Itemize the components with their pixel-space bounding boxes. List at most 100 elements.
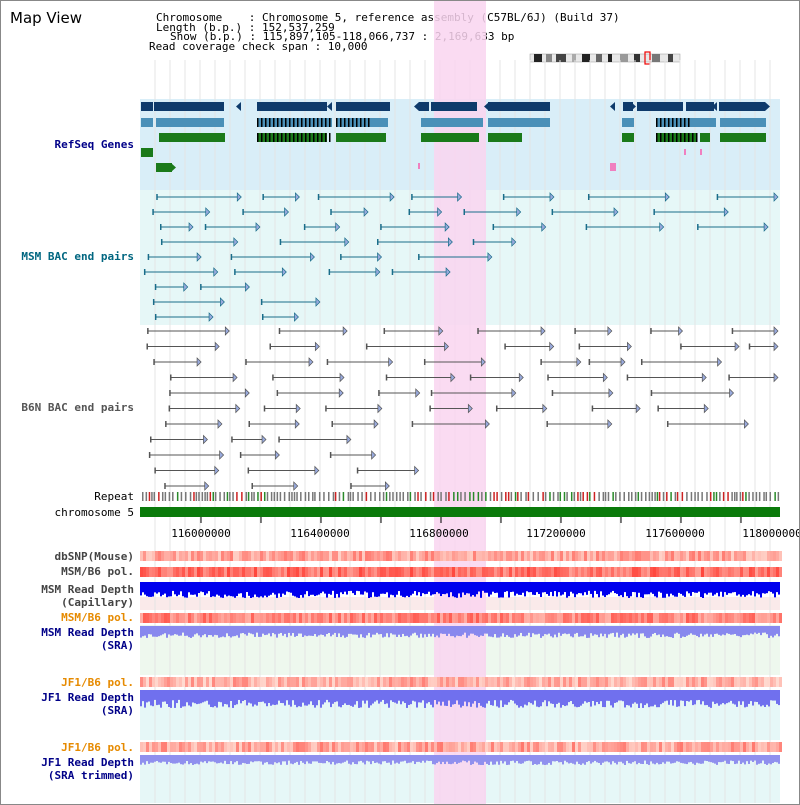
jf1-b6-pol-heat-cell — [662, 742, 665, 752]
track-label-jf1-read-depth-trim[interactable]: JF1 Read Depth — [41, 756, 134, 769]
b6n-bac-pair-arrow — [388, 357, 394, 367]
repeat-element — [448, 492, 450, 501]
jf1-sra-depth-bar — [376, 690, 378, 701]
track-label-refseq[interactable]: RefSeq Genes — [54, 138, 134, 151]
b6n-bac-pair-arrow — [438, 326, 444, 336]
msm-capillary-depth-bar — [490, 582, 492, 595]
msm-b6-pol-heat-cell — [587, 613, 590, 623]
track-label-msm-b6-pol-1[interactable]: MSM/B6 pol. — [61, 565, 134, 578]
jf1-trim-depth-bar — [362, 755, 364, 763]
msm-sra-depth-bar — [378, 626, 380, 635]
msm-sra-depth-bar — [418, 626, 420, 638]
repeat-element — [544, 492, 547, 501]
repeat-element — [579, 492, 582, 501]
msm-b6-pol-heat-cell — [692, 613, 695, 623]
track-label-repeat[interactable]: Repeat — [94, 490, 134, 503]
jf1-b6-pol-heat-cell — [377, 742, 380, 752]
track-label-msm-read-depth-sra[interactable]: MSM Read Depth — [41, 626, 134, 639]
msm-b6-pol-heat-cell — [362, 567, 365, 577]
msm-b6-pol-heat-cell — [344, 613, 347, 623]
jf1-trim-depth-bar — [338, 755, 340, 764]
repeat-element — [195, 492, 198, 501]
dbsnp-heat-cell — [623, 551, 626, 561]
dbsnp-heat-cell — [371, 551, 374, 561]
msm-b6-pol-heat-cell — [737, 613, 740, 623]
track-label-jf1-b6-pol-1[interactable]: JF1/B6 pol. — [61, 676, 134, 689]
jf1-trim-depth-bar — [644, 755, 646, 761]
dbsnp-heat-cell — [521, 551, 524, 561]
msm-b6-pol-heat-cell — [545, 567, 548, 577]
track-label-msm-b6-pol-2[interactable]: MSM/B6 pol. — [61, 611, 134, 624]
jf1-trim-depth-bar — [364, 755, 366, 765]
jf1-sra-depth-bar — [650, 690, 652, 707]
msm-capillary-depth-bar — [596, 582, 598, 595]
jf1-b6-pol-heat-cell — [272, 677, 275, 687]
jf1-trim-depth-bar — [336, 755, 338, 764]
jf1-b6-pol-heat-cell — [218, 677, 221, 687]
msm-capillary-depth-bar — [224, 582, 226, 595]
track-label-msm-bac[interactable]: MSM BAC end pairs — [21, 250, 134, 263]
msm-b6-pol-heat-cell — [248, 567, 251, 577]
track-label-dbsnp[interactable]: dbSNP(Mouse) — [54, 550, 134, 563]
jf1-b6-pol-heat-cell — [365, 677, 368, 687]
jf1-b6-pol-heat-cell — [731, 677, 734, 687]
jf1-sra-depth-bar — [670, 690, 672, 701]
jf1-b6-pol-heat-cell — [332, 742, 335, 752]
jf1-b6-pol-heat-cell — [500, 677, 503, 687]
jf1-b6-pol-heat-cell — [245, 677, 248, 687]
dbsnp-heat-cell — [212, 551, 215, 561]
jf1-sra-depth-bar — [496, 690, 498, 707]
jf1-sra-depth-bar — [618, 690, 620, 701]
jf1-b6-pol-heat-cell — [401, 742, 404, 752]
dbsnp-heat-cell — [536, 551, 539, 561]
msm-capillary-depth-bar — [612, 582, 614, 591]
msm-b6-pol-heat-cell — [557, 567, 560, 577]
jf1-trim-depth-bar — [176, 755, 178, 764]
jf1-trim-depth-bar — [320, 755, 322, 763]
dbsnp-heat-cell — [488, 551, 491, 561]
jf1-sra-depth-bar — [354, 690, 356, 705]
jf1-trim-depth-bar — [172, 755, 174, 764]
chromosome-ideogram[interactable] — [528, 51, 686, 65]
jf1-sra-depth-bar — [398, 690, 400, 701]
msm-sra-depth-bar — [576, 626, 578, 633]
msm-capillary-depth-bar — [208, 582, 210, 592]
track-label-jf1-b6-pol-2[interactable]: JF1/B6 pol. — [61, 741, 134, 754]
msm-b6-pol-heat-cell — [629, 567, 632, 577]
jf1-trim-depth-bar — [402, 755, 404, 762]
msm-b6-pol-heat-cell — [440, 567, 443, 577]
b6n-bac-pair-arrow — [627, 341, 632, 352]
jf1-b6-pol-heat-cell — [209, 742, 212, 752]
track-label-jf1-read-depth-sra[interactable]: JF1 Read Depth — [41, 691, 134, 704]
msm-b6-pol-heat-cell — [731, 567, 734, 577]
exon-mark — [336, 118, 338, 127]
jf1-trim-depth-bar — [672, 755, 674, 764]
msm-sra-depth-bar — [370, 626, 372, 638]
dbsnp-heat-cell — [230, 551, 233, 561]
jf1-trim-depth-bar — [160, 755, 162, 763]
msm-sra-depth-bar — [188, 626, 190, 638]
jf1-sra-depth-bar — [492, 690, 494, 706]
msm-b6-pol-heat-cell — [293, 567, 296, 577]
repeat-element — [727, 492, 729, 501]
dbsnp-heat-cell — [146, 551, 149, 561]
msm-sra-depth-bar — [752, 626, 754, 635]
jf1-sra-depth-bar — [738, 690, 740, 702]
msm-b6-pol-heat-cell — [644, 613, 647, 623]
gene-block — [257, 102, 327, 111]
b6n-bac-pair-arrow — [314, 341, 320, 352]
b6n-bac-pair-arrow — [620, 357, 626, 367]
msm-capillary-depth-bar — [298, 582, 300, 598]
track-label-b6n-bac[interactable]: B6N BAC end pairs — [21, 401, 134, 414]
msm-capillary-depth-bar — [728, 582, 730, 594]
jf1-trim-depth-bar — [344, 755, 346, 762]
jf1-trim-depth-bar — [322, 755, 324, 764]
msm-sra-depth-bar — [312, 626, 314, 636]
track-label-msm-read-depth-cap[interactable]: MSM Read Depth — [41, 583, 134, 596]
jf1-trim-depth-bar — [550, 755, 552, 765]
msm-sra-depth-bar — [150, 626, 152, 635]
jf1-sra-depth-bar — [480, 690, 482, 706]
jf1-trim-depth-bar — [196, 755, 198, 764]
dbsnp-heat-cell — [434, 551, 437, 561]
